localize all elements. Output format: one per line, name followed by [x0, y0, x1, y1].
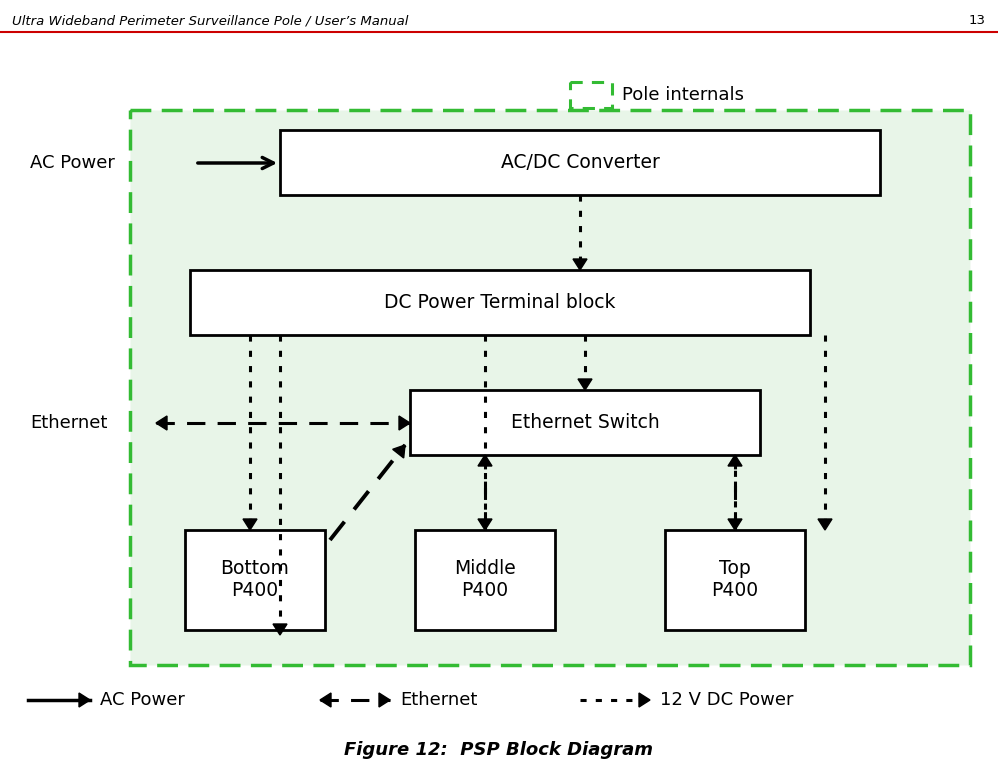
Polygon shape — [156, 416, 167, 430]
Text: Middle
P400: Middle P400 — [454, 559, 516, 601]
Text: Top
P400: Top P400 — [712, 559, 758, 601]
Polygon shape — [79, 693, 90, 707]
Text: Pole internals: Pole internals — [622, 86, 744, 104]
Polygon shape — [639, 693, 650, 707]
Polygon shape — [392, 445, 405, 458]
Polygon shape — [478, 519, 492, 530]
Text: Bottom
P400: Bottom P400 — [221, 559, 289, 601]
Bar — [570, 82, 612, 108]
Bar — [415, 530, 555, 630]
Bar — [280, 130, 880, 195]
Text: 12 V DC Power: 12 V DC Power — [660, 691, 793, 709]
Text: Ultra Wideband Perimeter Surveillance Pole / User’s Manual: Ultra Wideband Perimeter Surveillance Po… — [12, 14, 408, 27]
Bar — [130, 110, 970, 665]
Text: 13: 13 — [969, 14, 986, 27]
Polygon shape — [578, 379, 592, 390]
Polygon shape — [273, 624, 287, 635]
Text: AC Power: AC Power — [30, 154, 115, 172]
Polygon shape — [478, 455, 492, 466]
Polygon shape — [243, 519, 257, 530]
Bar — [185, 530, 325, 630]
Polygon shape — [320, 693, 331, 707]
Text: AC/DC Converter: AC/DC Converter — [501, 153, 660, 172]
Polygon shape — [573, 259, 587, 270]
Polygon shape — [728, 519, 742, 530]
Polygon shape — [399, 416, 410, 430]
Polygon shape — [818, 519, 832, 530]
Text: Ethernet: Ethernet — [30, 414, 108, 432]
Polygon shape — [379, 693, 390, 707]
Bar — [665, 530, 805, 630]
Text: Ethernet Switch: Ethernet Switch — [511, 413, 660, 432]
Bar — [410, 390, 760, 455]
Text: DC Power Terminal block: DC Power Terminal block — [384, 293, 616, 312]
Text: AC Power: AC Power — [100, 691, 185, 709]
Text: Figure 12:  PSP Block Diagram: Figure 12: PSP Block Diagram — [344, 741, 654, 759]
Bar — [190, 270, 810, 335]
Polygon shape — [728, 455, 742, 466]
Text: Ethernet: Ethernet — [400, 691, 477, 709]
